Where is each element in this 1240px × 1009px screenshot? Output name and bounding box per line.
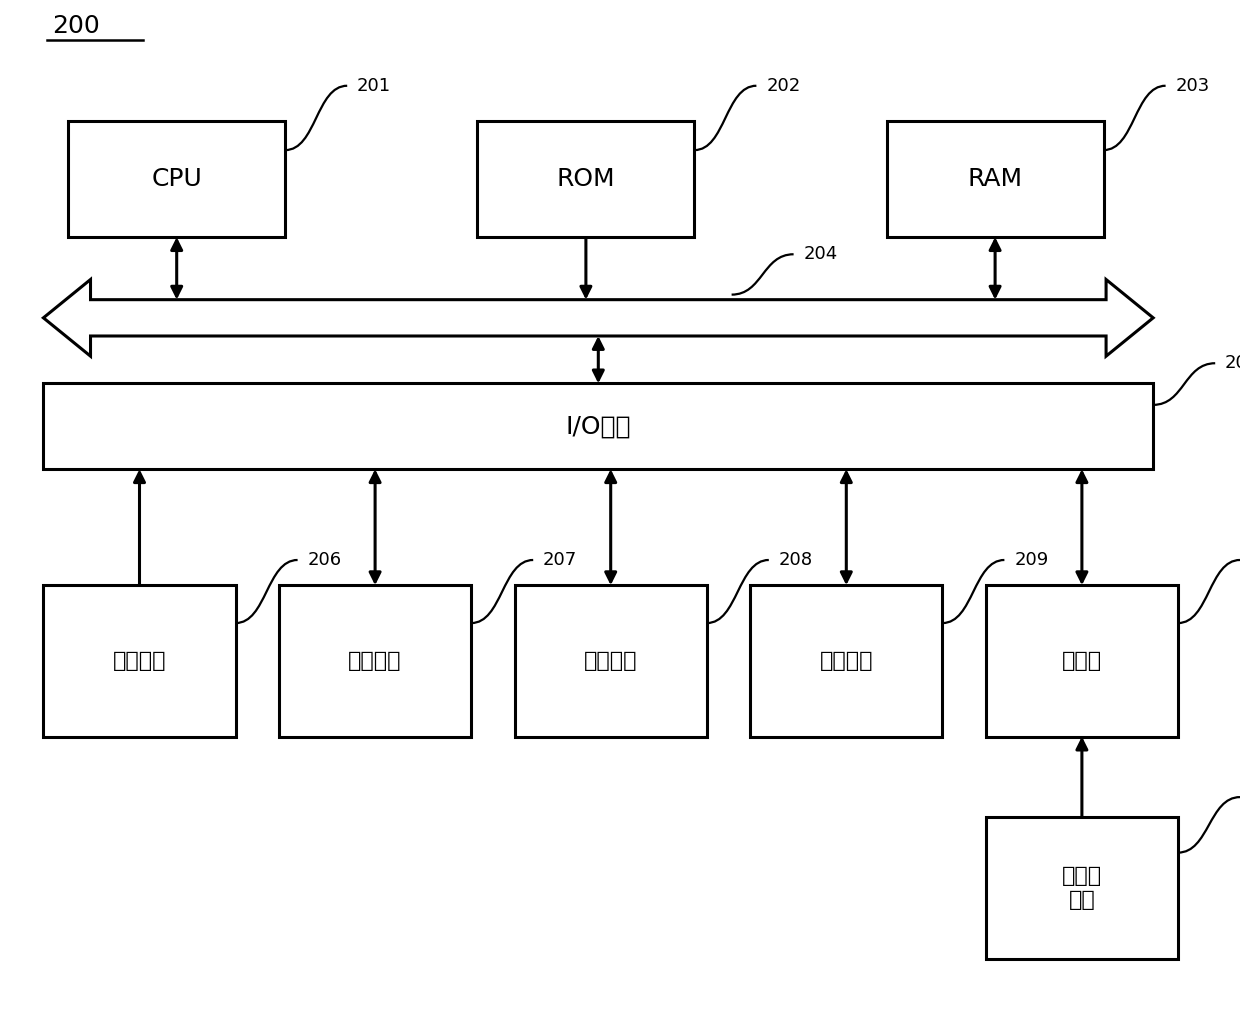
Text: 可拆卸
介质: 可拆卸 介质 xyxy=(1061,867,1102,909)
Text: 输入部分: 输入部分 xyxy=(113,651,166,671)
Bar xyxy=(68,121,285,237)
Text: RAM: RAM xyxy=(967,167,1023,191)
Bar xyxy=(477,121,694,237)
Bar xyxy=(750,585,942,737)
Bar xyxy=(515,585,707,737)
Text: 200: 200 xyxy=(52,14,100,38)
Text: 205: 205 xyxy=(1225,354,1240,372)
Text: I/O接口: I/O接口 xyxy=(565,415,631,438)
Text: 204: 204 xyxy=(804,245,838,263)
Bar xyxy=(887,121,1104,237)
Text: 203: 203 xyxy=(1176,77,1210,95)
Text: 驱动器: 驱动器 xyxy=(1061,651,1102,671)
Text: 输出部分: 输出部分 xyxy=(348,651,402,671)
Text: 206: 206 xyxy=(308,551,342,569)
Bar xyxy=(43,585,236,737)
Text: 201: 201 xyxy=(357,77,392,95)
Text: ROM: ROM xyxy=(557,167,615,191)
Text: 通信部分: 通信部分 xyxy=(820,651,873,671)
Bar xyxy=(986,585,1178,737)
Bar xyxy=(986,817,1178,959)
Text: 209: 209 xyxy=(1014,551,1049,569)
Text: 202: 202 xyxy=(766,77,801,95)
Polygon shape xyxy=(43,279,1153,356)
Text: CPU: CPU xyxy=(151,167,202,191)
Bar xyxy=(279,585,471,737)
Text: 储存部分: 储存部分 xyxy=(584,651,637,671)
Text: 207: 207 xyxy=(543,551,578,569)
Text: 208: 208 xyxy=(779,551,813,569)
Bar xyxy=(43,383,1153,469)
